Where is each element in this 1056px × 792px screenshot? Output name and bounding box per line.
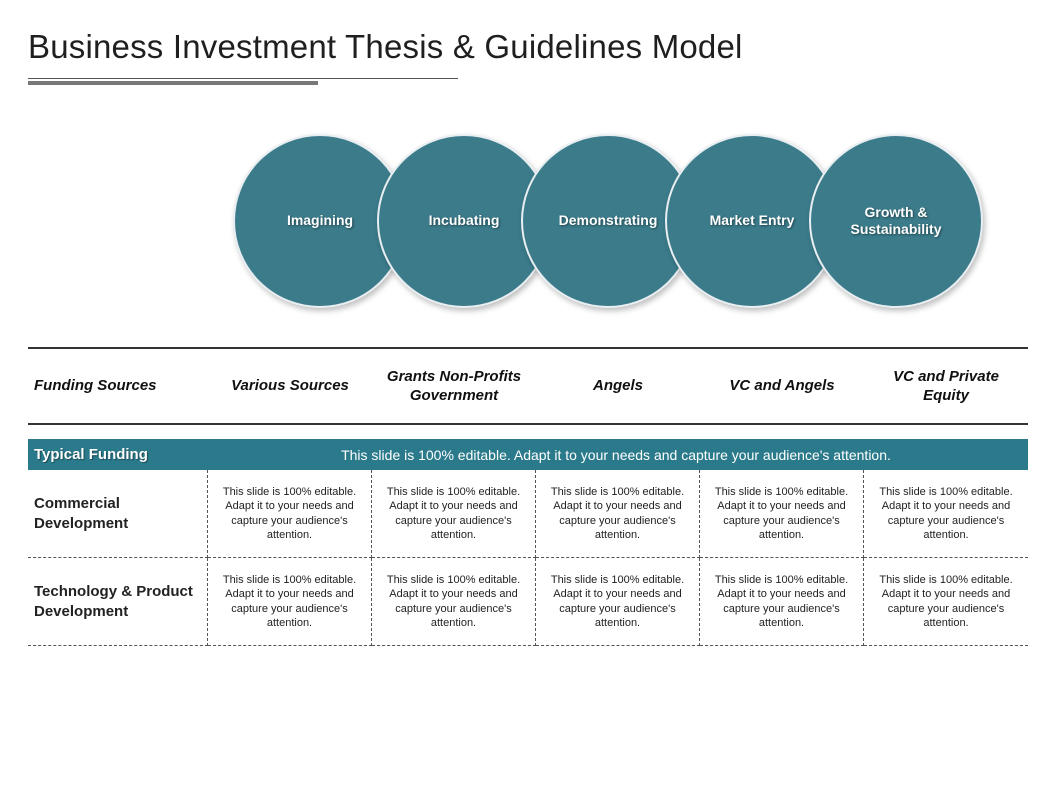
table-row-label: Technology & Product Development [28,558,208,646]
typical-funding-bar: Typical Funding This slide is 100% edita… [28,439,1028,470]
details-table: Commercial DevelopmentThis slide is 100%… [28,470,1028,646]
funding-source-cell: VC and Private Equity [864,359,1028,414]
table-cell: This slide is 100% editable. Adapt it to… [536,470,700,558]
funding-sources-row: Funding SourcesVarious SourcesGrants Non… [28,347,1028,425]
funding-source-cell: VC and Angels [700,368,864,404]
title-underline-short [28,81,318,85]
stage-circle: Growth & Sustainability [809,134,983,308]
funding-source-cell: Angels [536,368,700,404]
title-underline-long [28,78,458,79]
funding-source-cell: Grants Non-Profits Government [372,359,536,414]
page-title: Business Investment Thesis & Guidelines … [28,28,1028,66]
funding-sources-header: Funding Sources [28,368,208,404]
typical-funding-label: Typical Funding [34,446,214,463]
funding-source-cell: Various Sources [208,368,372,404]
table-cell: This slide is 100% editable. Adapt it to… [864,558,1028,646]
table-cell: This slide is 100% editable. Adapt it to… [864,470,1028,558]
table-cell: This slide is 100% editable. Adapt it to… [536,558,700,646]
table-row-label: Commercial Development [28,470,208,558]
typical-funding-note: This slide is 100% editable. Adapt it to… [214,447,1018,463]
table-cell: This slide is 100% editable. Adapt it to… [208,470,372,558]
stages-circles-row: ImaginingIncubatingDemonstratingMarket E… [28,121,1028,321]
table-cell: This slide is 100% editable. Adapt it to… [208,558,372,646]
table-cell: This slide is 100% editable. Adapt it to… [372,558,536,646]
table-cell: This slide is 100% editable. Adapt it to… [700,470,864,558]
table-cell: This slide is 100% editable. Adapt it to… [372,470,536,558]
table-cell: This slide is 100% editable. Adapt it to… [700,558,864,646]
